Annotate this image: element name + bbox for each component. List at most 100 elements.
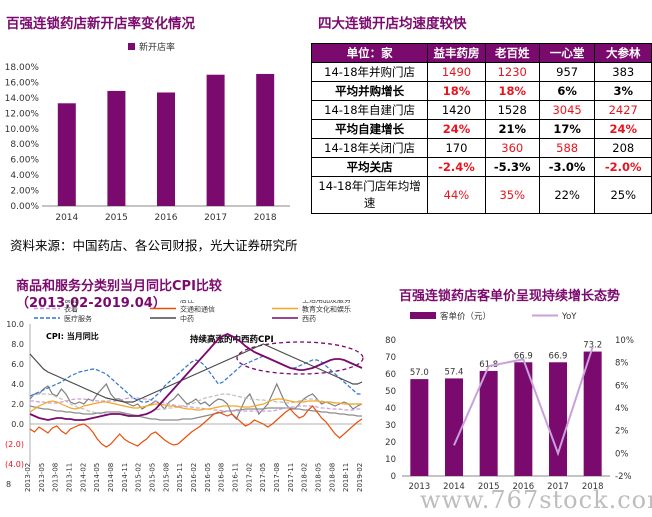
y-tick-label: 0.00%	[10, 202, 39, 212]
table-cell: 1420	[427, 100, 486, 120]
series-line	[29, 333, 363, 421]
x-tick-label: 2018-08	[328, 463, 336, 492]
table-cell: 3045	[538, 100, 596, 120]
table-cell: 24%	[594, 119, 652, 139]
y-tick-label: 20	[385, 438, 396, 448]
table-cell: -3.0%	[538, 157, 596, 177]
table-row: 14-18年关闭门店 170 360 588 208	[310, 138, 652, 158]
y-tick-label: 10.00%	[5, 125, 40, 135]
y-tick-label: 0.0	[11, 420, 24, 429]
x-tick-label: 2013	[409, 482, 431, 492]
x-tick-label: 2014-05	[93, 463, 101, 492]
x-tick-label: 2015-08	[162, 463, 170, 492]
table-cell: 17%	[538, 119, 596, 139]
y-tick-label: 30	[385, 421, 396, 431]
x-tick-label: 2016-11	[232, 463, 240, 492]
legend-label: 客单价（元）	[440, 311, 491, 322]
x-tick-label: 2015	[105, 213, 128, 223]
x-tick-label: 2017	[547, 482, 569, 492]
y-tick-label: 6.00%	[10, 156, 39, 166]
x-tick-label: 2017-08	[273, 463, 281, 492]
legend-swatch-bar	[410, 312, 436, 319]
y2-tick-label: 10%	[615, 336, 634, 346]
table-cell: 24%	[427, 119, 486, 139]
legend-label: 中药	[180, 314, 194, 323]
bar-value-label: 66.9	[514, 351, 533, 361]
series-line	[29, 405, 362, 421]
table-cell: 588	[538, 138, 596, 158]
table-header-cell: 单位：家	[310, 43, 429, 63]
y2-tick-label: 2%	[615, 427, 629, 437]
legend-label: 衣着	[64, 305, 78, 314]
avg-ticket-chart: 客单价（元） YoY 0 10 20 30 40 50 60 70 80 -2% 0% 2% 4% 6% 8% 1…	[385, 311, 634, 492]
table-cell: 360	[484, 138, 540, 158]
table-cell: 35%	[484, 176, 540, 214]
table-row: 平均自建增长 24% 21% 17% 24%	[310, 119, 652, 139]
table-row: 14-18年并购门店 1490 1230 957 383	[310, 62, 652, 82]
bar	[583, 351, 602, 476]
table-row: 14-18年门店年均增速 44% 35% 22% 25%	[310, 176, 652, 214]
table-row: 平均并购增长 18% 18% 6% 3%	[310, 81, 652, 101]
table-cell: 957	[538, 62, 596, 82]
legend-swatch	[128, 43, 135, 50]
table-header-cell: 益丰药房	[427, 43, 486, 63]
cpi-chart-subtitle: （2013.02-2019.04）	[16, 296, 166, 311]
row-label: 平均并购增长	[310, 81, 429, 101]
bar	[479, 370, 498, 476]
legend-label: 西药	[302, 314, 316, 323]
x-tick-label: 2018	[582, 482, 604, 492]
row-label: 14-18年门店年均增速	[310, 176, 429, 214]
y2-tick-label: 4%	[615, 404, 629, 414]
legend-label: 交通和通信	[180, 305, 215, 314]
bar	[57, 103, 76, 206]
x-tick-label: 2016	[155, 213, 178, 223]
y-tick-label: 8.00%	[10, 140, 39, 150]
y-tick-label: 8.0	[11, 340, 24, 349]
table-header-cell: 大参林	[594, 43, 652, 63]
table-row: 14-18年自建门店 1420 1528 3045 2427	[310, 100, 652, 120]
y-tick-label: 0	[391, 472, 396, 482]
series-line	[29, 355, 362, 403]
x-tick-label: 2017	[204, 213, 227, 223]
bar	[514, 362, 533, 476]
y-tick-label: (4.0)	[5, 460, 24, 469]
table-cell: 170	[427, 138, 486, 158]
table-cell: 1490	[427, 62, 486, 82]
y-tick-label: 70	[385, 353, 396, 363]
table-cell: 18%	[484, 81, 540, 101]
y-tick-label: 2.00%	[10, 187, 39, 197]
y-tick-label: 80	[385, 336, 396, 346]
x-tick-label: 2014-08	[107, 463, 115, 492]
y2-tick-label: 0%	[615, 449, 629, 459]
legend-label: 医疗服务	[64, 314, 92, 323]
x-tick-label: 2018-11	[342, 463, 350, 492]
bar-value-label: 61.8	[479, 360, 498, 370]
y-tick-label: 60	[385, 370, 396, 380]
bar	[206, 74, 225, 206]
series-line	[29, 398, 362, 413]
legend-label: 生活用品及服务	[302, 300, 351, 304]
x-tick-label: 2016-08	[218, 463, 226, 492]
x-tick-label: 2018-02	[301, 463, 309, 492]
table-header-cell: 老百姓	[484, 43, 540, 63]
table-cell: 25%	[594, 176, 652, 214]
bar	[256, 73, 275, 206]
y2-tick-label: 6%	[615, 381, 629, 391]
bar	[549, 362, 567, 476]
table-cell: 2427	[594, 100, 652, 120]
table-cell: 383	[594, 62, 652, 82]
series-line	[30, 397, 362, 412]
cpi-annotation: 持续高涨的中西药CPI	[190, 334, 274, 345]
y-tick-label: 40	[385, 404, 396, 414]
highlight-ellipse	[236, 341, 364, 375]
y-tick-label: 16.00%	[5, 78, 40, 88]
y2-tick-label: -2%	[615, 472, 632, 482]
row-label: 14-18年关闭门店	[310, 138, 429, 158]
cpi-chart-title: 商品和服务分类别当月同比CPI比较	[16, 279, 222, 294]
series-line	[29, 382, 363, 421]
legend-label: YoY	[561, 312, 577, 322]
series-line	[29, 393, 362, 416]
table-title: 四大连锁开店均速度较快	[318, 16, 467, 32]
bar	[410, 379, 429, 476]
new-store-rate-chart: 新开店率 0.00% 2.00% 4.00% 6.00% 8.00% 10.00% 12.00…	[5, 41, 290, 223]
